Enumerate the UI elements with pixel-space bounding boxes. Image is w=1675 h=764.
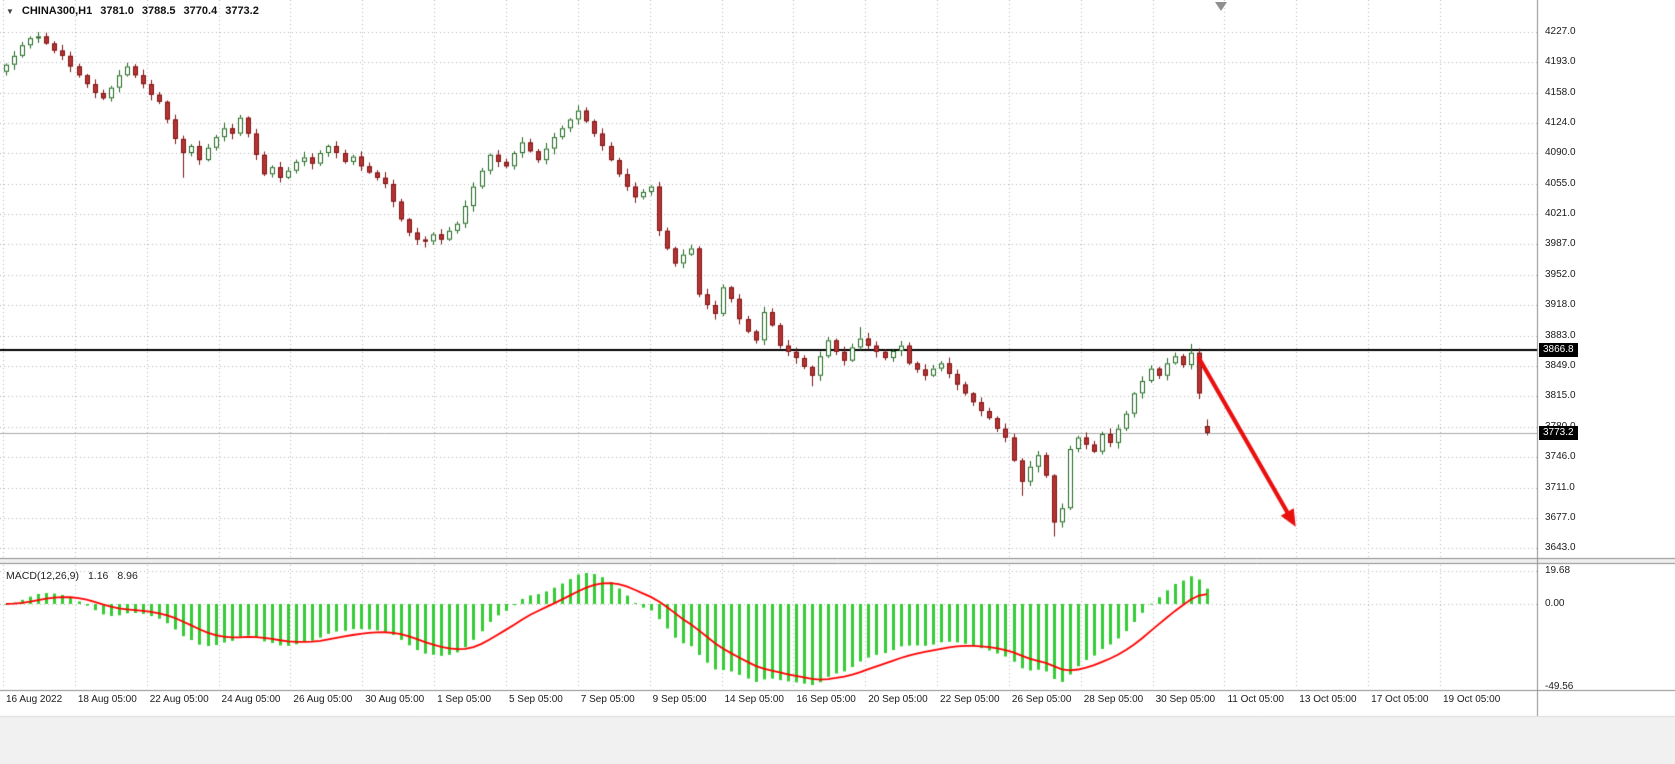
time-label: 22 Sep 05:00 xyxy=(940,694,1000,705)
time-label: 9 Sep 05:00 xyxy=(652,694,707,705)
quote-low: 3770.4 xyxy=(183,5,218,17)
price-tick-label: 3952.0 xyxy=(1545,268,1576,280)
price-tick-label: 3918.0 xyxy=(1545,299,1576,311)
time-label: 1 Sep 05:00 xyxy=(437,694,492,705)
price-tick-label: 3746.0 xyxy=(1545,450,1576,462)
hline-price-tag: 3866.8 xyxy=(1539,343,1578,358)
time-axis[interactable]: 16 Aug 2022 18 Aug 05:00 22 Aug 05:00 24 Au… xyxy=(0,691,1537,717)
price-tick-label: 4090.0 xyxy=(1545,147,1576,159)
time-label: 20 Sep 05:00 xyxy=(868,694,928,705)
time-label: 17 Oct 05:00 xyxy=(1371,694,1429,705)
price-tick-label: 3643.0 xyxy=(1545,542,1576,553)
price-tick-label: 3883.0 xyxy=(1545,329,1576,341)
price-tick-label: 3849.0 xyxy=(1545,359,1576,371)
time-label: 19 Oct 05:00 xyxy=(1443,694,1501,705)
time-label: 5 Sep 05:00 xyxy=(508,694,563,705)
time-label: 16 Sep 05:00 xyxy=(796,694,856,705)
symbol-period-label: CHINA300,H1 xyxy=(21,5,93,17)
macd-axis-label: -49.56 xyxy=(1545,681,1574,692)
price-tick-label: 3677.0 xyxy=(1545,511,1576,523)
price-tick-label: 4227.0 xyxy=(1545,26,1576,37)
chart-shift-marker-icon[interactable] xyxy=(1215,2,1227,11)
time-label: 28 Sep 05:00 xyxy=(1083,694,1144,705)
time-label: 24 Aug 05:00 xyxy=(221,694,281,705)
price-axis[interactable]: 3866.8 3773.2 4227.0 4193.0 4158.0 4124.0 40… xyxy=(1538,0,1675,764)
macd-indicator-label: MACD(12,26,9) 1.16 8.96 xyxy=(6,570,138,582)
time-label: 13 Oct 05:00 xyxy=(1299,694,1357,705)
price-tick-label: 4055.0 xyxy=(1545,177,1576,189)
macd-value-main: 1.16 xyxy=(87,570,109,582)
macd-axis-label: 19.68 xyxy=(1545,565,1571,576)
time-label: 16 Aug 2022 xyxy=(6,694,63,705)
time-label: 22 Aug 05:00 xyxy=(149,694,209,705)
price-tick-label: 4124.0 xyxy=(1545,117,1576,128)
time-label: 30 Aug 05:00 xyxy=(365,694,425,705)
time-label: 30 Sep 05:00 xyxy=(1155,694,1216,705)
chart-title: ▼ CHINA300,H1 3781.0 3788.5 3770.4 3773.… xyxy=(6,5,259,17)
price-tick-label: 4193.0 xyxy=(1545,56,1576,68)
time-label: 14 Sep 05:00 xyxy=(724,694,785,705)
macd-axis-label: 0.00 xyxy=(1545,597,1565,609)
time-label: 18 Aug 05:00 xyxy=(77,694,137,705)
symbol-dropdown-icon[interactable]: ▼ xyxy=(6,6,14,16)
bid-price-tag: 3773.2 xyxy=(1539,425,1578,440)
price-tick-label: 3711.0 xyxy=(1545,481,1575,493)
macd-name: MACD(12,26,9) xyxy=(6,570,79,582)
time-label: 26 Sep 05:00 xyxy=(1011,694,1072,705)
price-tick-label: 3815.0 xyxy=(1545,390,1576,402)
time-label: 11 Oct 05:00 xyxy=(1227,694,1284,705)
price-tick-label: 4021.0 xyxy=(1545,208,1576,219)
time-label: 7 Sep 05:00 xyxy=(580,694,635,705)
quote-high: 3788.5 xyxy=(141,5,176,17)
quote-open: 3781.0 xyxy=(100,5,134,17)
price-tick-label: 4158.0 xyxy=(1545,86,1576,98)
price-tick-label: 3987.0 xyxy=(1545,238,1576,250)
time-label: 26 Aug 05:00 xyxy=(293,694,353,705)
macd-value-signal: 8.96 xyxy=(117,570,138,582)
quote-close: 3773.2 xyxy=(225,5,259,17)
